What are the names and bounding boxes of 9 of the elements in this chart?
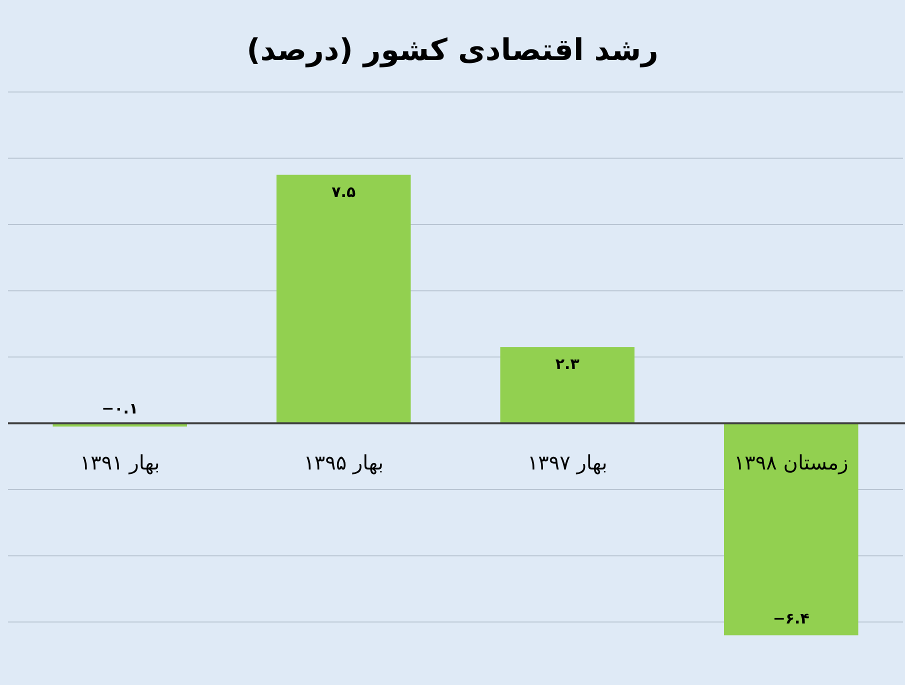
data-label: ۷.۵ (332, 182, 356, 201)
x-tick-label: بهار ۱۳۹۵ (304, 450, 384, 474)
data-label: ۲.۳ (555, 355, 580, 374)
x-tick-label: بهار ۱۳۹۱ (80, 450, 160, 474)
x-tick-label: زمستان ۱۳۹۸ (734, 450, 848, 474)
data-label: −۰.۱ (102, 399, 138, 418)
data-label: −۶.۴ (772, 609, 810, 628)
chart-title: رشد اقتصادی کشور (درصد) (246, 33, 658, 68)
x-tick-label: بهار ۱۳۹۷ (527, 450, 608, 474)
